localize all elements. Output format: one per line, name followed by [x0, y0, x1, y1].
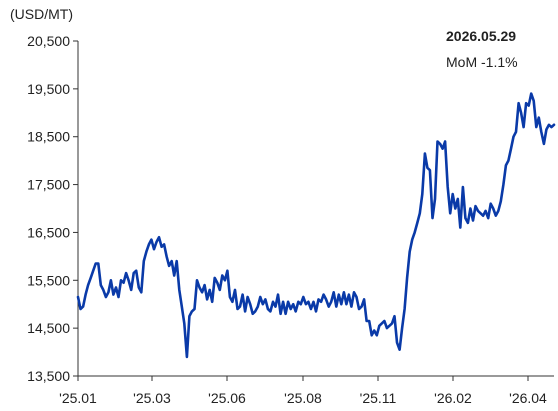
price-series-line: [76, 92, 556, 359]
y-tick-label: 17,500: [27, 177, 70, 193]
x-tick-label: '25.06: [208, 390, 246, 406]
x-tick-label: '25.08: [284, 390, 322, 406]
annotation-date: 2026.05.29: [446, 28, 517, 44]
y-tick-label: 14,500: [27, 320, 70, 336]
y-tick-label: 19,500: [27, 81, 70, 97]
y-tick-label: 15,500: [27, 272, 70, 288]
y-tick-label: 16,500: [27, 224, 70, 240]
x-tick-label: '25.11: [360, 390, 397, 406]
x-tick-label: '25.01: [59, 390, 97, 406]
x-tick-label: '26.02: [434, 390, 472, 406]
y-axis-unit-label: (USD/MT): [10, 6, 73, 22]
y-tick-label: 20,500: [27, 33, 70, 49]
series-group: [76, 92, 556, 359]
y-tick-label: 13,500: [27, 368, 70, 384]
annotation-mom: MoM -1.1%: [446, 54, 518, 70]
y-axis-ticks: 13,500 14,500 15,500 16,500 17,500 18,500 19,5…: [27, 33, 78, 384]
y-tick-label: 18,500: [27, 129, 70, 145]
x-tick-label: '26.04: [509, 390, 547, 406]
x-tick-label: '25.03: [133, 390, 171, 406]
axes: [77, 41, 554, 377]
x-axis-ticks: '25.01 '25.03 '25.06 '25.08 '25.11 '26.02 '26.…: [59, 376, 547, 406]
